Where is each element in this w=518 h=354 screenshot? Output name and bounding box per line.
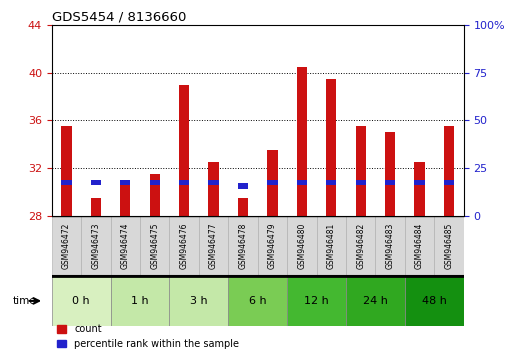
Bar (405, 276, 464, 326)
Bar (238, 198, 248, 216)
Bar (287, 216, 316, 276)
Bar (140, 216, 169, 276)
Text: GSM946481: GSM946481 (327, 223, 336, 269)
Bar (444, 179, 454, 185)
Bar (150, 174, 160, 216)
Bar (444, 126, 454, 216)
Text: GSM946473: GSM946473 (91, 223, 100, 269)
Text: GDS5454 / 8136660: GDS5454 / 8136660 (52, 11, 186, 24)
Bar (267, 150, 278, 216)
Text: 1 h: 1 h (131, 296, 149, 306)
Bar (414, 162, 425, 216)
Text: 48 h: 48 h (422, 296, 447, 306)
Bar (297, 67, 307, 216)
Bar (346, 216, 376, 276)
Bar (316, 216, 346, 276)
Bar (385, 179, 395, 185)
Bar (287, 276, 346, 326)
Bar (238, 183, 248, 189)
Bar (52, 216, 81, 276)
Bar (434, 216, 464, 276)
Bar (81, 216, 111, 276)
Text: GSM946482: GSM946482 (356, 223, 365, 269)
Bar (228, 216, 258, 276)
Bar (376, 216, 405, 276)
Bar (169, 276, 228, 326)
Text: GSM946476: GSM946476 (180, 223, 189, 269)
Text: GSM946472: GSM946472 (62, 223, 71, 269)
Bar (414, 179, 425, 185)
Bar (120, 179, 131, 185)
Bar (199, 216, 228, 276)
Text: time: time (13, 296, 37, 306)
Text: 12 h: 12 h (304, 296, 329, 306)
Text: GSM946477: GSM946477 (209, 223, 218, 269)
Text: GSM946475: GSM946475 (150, 223, 159, 269)
Bar (346, 276, 405, 326)
Bar (385, 132, 395, 216)
Bar (355, 126, 366, 216)
Bar (208, 162, 219, 216)
Bar (258, 216, 287, 276)
Text: 24 h: 24 h (363, 296, 388, 306)
Text: 6 h: 6 h (249, 296, 267, 306)
Bar (208, 179, 219, 185)
Text: GSM946479: GSM946479 (268, 223, 277, 269)
Text: GSM946485: GSM946485 (444, 223, 453, 269)
Bar (405, 216, 434, 276)
Bar (91, 198, 101, 216)
Text: GSM946474: GSM946474 (121, 223, 130, 269)
Bar (179, 85, 189, 216)
Bar (228, 276, 287, 326)
Text: GSM946480: GSM946480 (297, 223, 306, 269)
Text: 3 h: 3 h (190, 296, 208, 306)
Bar (150, 179, 160, 185)
Bar (61, 179, 71, 185)
Bar (52, 276, 111, 326)
Text: GSM946484: GSM946484 (415, 223, 424, 269)
Text: 0 h: 0 h (73, 296, 90, 306)
Bar (355, 179, 366, 185)
Bar (326, 79, 336, 216)
Bar (297, 179, 307, 185)
Bar (91, 179, 101, 185)
Bar (179, 179, 189, 185)
Legend: count, percentile rank within the sample: count, percentile rank within the sample (56, 324, 239, 349)
Text: GSM946478: GSM946478 (238, 223, 248, 269)
Text: GSM946483: GSM946483 (385, 223, 395, 269)
Bar (326, 179, 336, 185)
Bar (120, 180, 131, 216)
Bar (111, 276, 169, 326)
Bar (61, 126, 71, 216)
Bar (169, 216, 199, 276)
Bar (267, 179, 278, 185)
Bar (111, 216, 140, 276)
